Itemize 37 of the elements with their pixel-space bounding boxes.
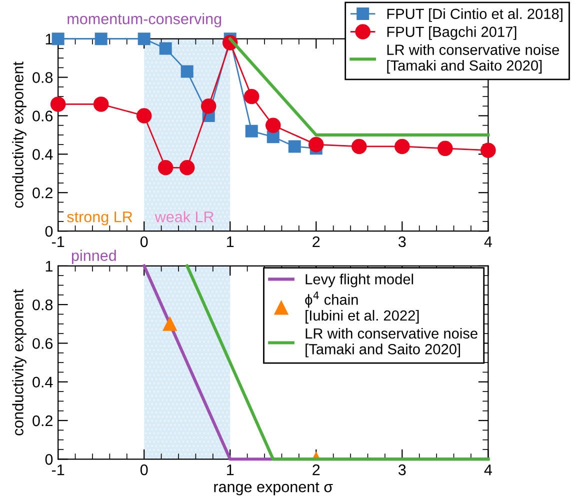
x-tick-label: -1	[52, 236, 64, 248]
y-tick-label: 0	[45, 226, 53, 237]
y-tick-label: 1	[46, 260, 52, 272]
x-tick-label: 0	[140, 464, 148, 476]
y-tick-label: 0.6	[32, 110, 53, 122]
y-axis-title: conductivity exponent	[12, 289, 26, 436]
y-tick-label: 1	[46, 34, 52, 44]
x-tick-label: 1	[227, 464, 234, 476]
x-tick-label: 4	[484, 464, 492, 476]
y-tick-label: 0.8	[32, 72, 53, 83]
x-tick-label: 2	[312, 464, 320, 476]
x-axis-title: range exponent σ	[214, 482, 333, 496]
y-tick-label: 0.8	[32, 299, 53, 310]
x-tick-label: -1	[52, 464, 64, 476]
legend-label: Levy flight model	[306, 274, 414, 288]
legend-label: ϕ$^{4}$ chain [Iubini et al. 2022]	[305, 292, 419, 324]
x-tick-label: 1	[227, 236, 234, 248]
x-tick-label: 0	[140, 236, 148, 248]
y-tick-label: 0.6	[32, 338, 53, 349]
legend-label: FPUT [Di Cintio et al. 2018]	[387, 8, 562, 22]
legend-label: FPUT [Bagchi 2017]	[387, 26, 516, 40]
y-axis-title: conductivity exponent	[12, 62, 26, 208]
x-tick-label: 2	[312, 236, 320, 248]
x-tick-label: 3	[398, 236, 406, 248]
text: pinned	[72, 250, 116, 264]
annotation: weak LR	[154, 211, 214, 222]
legend-label: LR with conservative noise [Tamaki and Saito 2020]	[306, 328, 478, 358]
y-tick-label: 0.2	[32, 187, 52, 198]
y-tick-label: 0.2	[32, 415, 52, 426]
y-tick-label: 0.4	[32, 376, 53, 388]
text: momentum-conserving	[68, 13, 222, 28]
y-tick-label: 0	[45, 454, 53, 465]
x-tick-label: 4	[484, 236, 492, 248]
x-tick-label: 3	[398, 464, 406, 476]
legend-label: LR with conservative noise [Tamaki and Saito 2020]	[387, 44, 559, 74]
y-tick-label: 0.4	[32, 149, 53, 160]
annotation: strong LR	[67, 212, 132, 226]
